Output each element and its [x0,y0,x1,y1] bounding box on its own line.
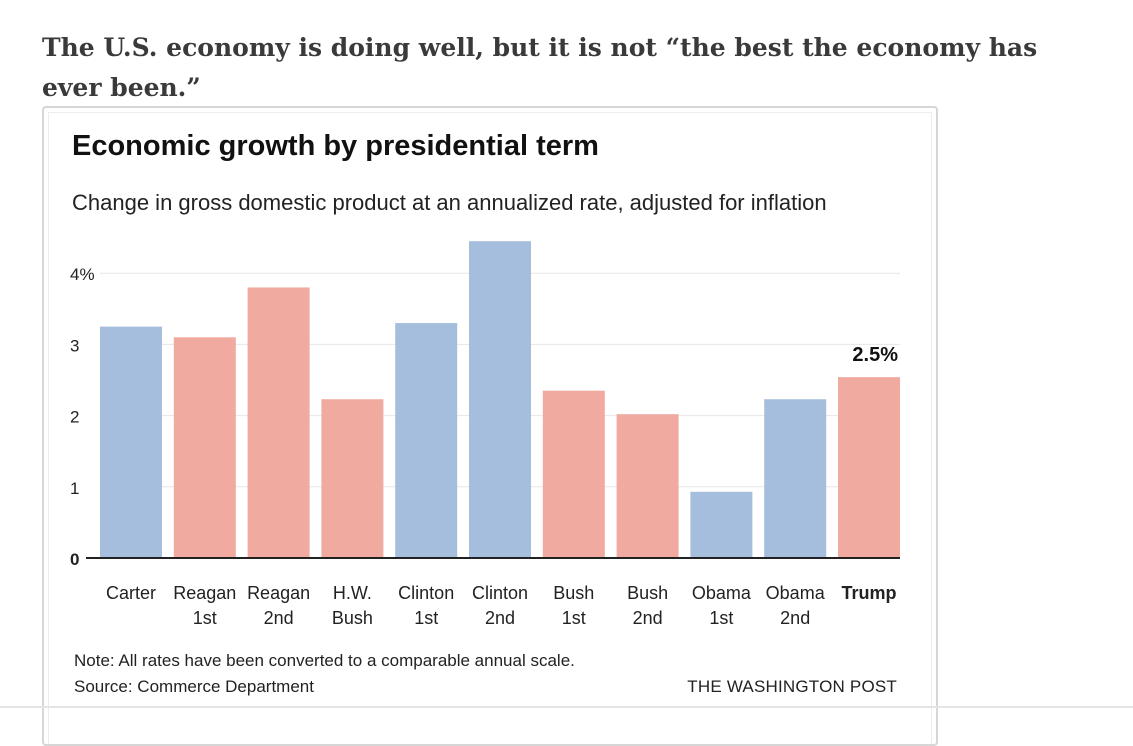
x-tick-label: 1st [193,608,217,628]
y-tick-label: 2 [70,408,79,427]
x-tick-label: Reagan [247,583,310,603]
x-tick-label: Carter [106,583,156,603]
x-tick-label: 1st [709,608,733,628]
data-label: 2.5% [852,344,898,366]
x-tick-label: 2nd [633,608,663,628]
bar [321,399,384,558]
x-tick-label: Reagan [173,583,236,603]
chart-card-inner [48,112,932,744]
bar [764,399,827,558]
chart-source: Source: Commerce Department [74,677,314,696]
bar [690,491,753,558]
x-tick-label: Clinton [398,583,454,603]
x-tick-label: Bush [332,608,373,628]
x-tick-label: 2nd [780,608,810,628]
bar [247,287,310,558]
chart-note: Note: All rates have been converted to a… [74,651,575,670]
y-tick-label: 0 [70,550,79,569]
x-tick-label: 1st [562,608,586,628]
x-tick-label: 2nd [264,608,294,628]
y-tick-label: 3 [70,336,79,355]
bar [469,241,531,558]
chart-title: Economic growth by presidential term [72,130,599,162]
y-tick-label: 4% [70,265,95,284]
chart-credit: THE WASHINGTON POST [687,677,897,696]
x-tick-label: Obama [692,583,752,603]
chart-subtitle: Change in gross domestic product at an a… [72,190,827,215]
bar [616,414,679,558]
x-tick-label: Clinton [472,583,528,603]
x-tick-label: 1st [414,608,438,628]
bar [542,390,605,558]
bar [395,323,458,558]
bottom-divider [0,706,1133,708]
bar [100,326,162,558]
bar [173,337,236,558]
x-tick-label: Bush [627,583,668,603]
article-headline: The U.S. economy is doing well, but it i… [42,33,1038,102]
bar-chart: 0 1 2 3 4% Carter Reagan 1st Reagan 2nd H.W. Bush Cl… [70,241,900,628]
x-tick-label: Obama [766,583,826,603]
y-tick-label: 1 [70,479,79,498]
bar [838,377,900,558]
x-tick-label: Bush [553,583,594,603]
x-tick-label: H.W. [333,583,372,603]
x-tick-label: Trump [841,583,896,603]
x-tick-label: 2nd [485,608,515,628]
